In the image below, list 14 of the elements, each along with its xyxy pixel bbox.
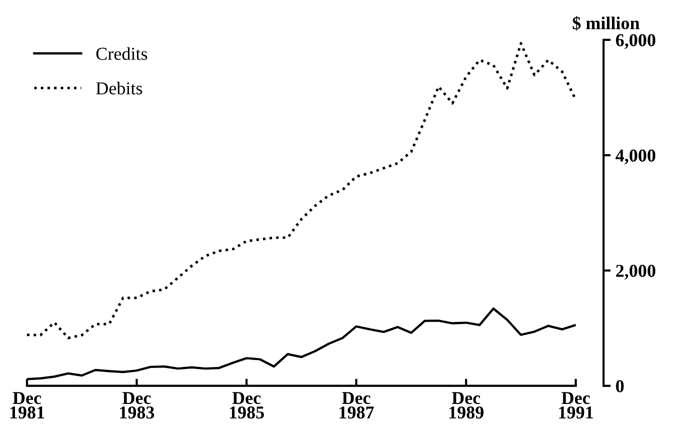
y-axis-title: $ million (572, 16, 640, 30)
legend-label: Debits (96, 82, 142, 94)
y-tick-label: 4,000 (616, 149, 656, 164)
y-tick-label: 0 (616, 380, 624, 392)
y-tick-label: 2,000 (616, 264, 656, 280)
x-tick-label: Dec 1989 (449, 392, 484, 419)
x-tick-label: Dec 1981 (10, 392, 44, 419)
legend-label: Credits (96, 47, 148, 60)
x-tick-label: Dec 1983 (120, 392, 154, 419)
y-tick-label: 6,000 (616, 34, 656, 49)
x-tick-label: Dec 1987 (340, 392, 374, 419)
x-tick-label: Dec 1985 (230, 392, 264, 419)
x-tick-label: Dec 1991 (559, 392, 593, 419)
line-series (27, 42, 576, 340)
